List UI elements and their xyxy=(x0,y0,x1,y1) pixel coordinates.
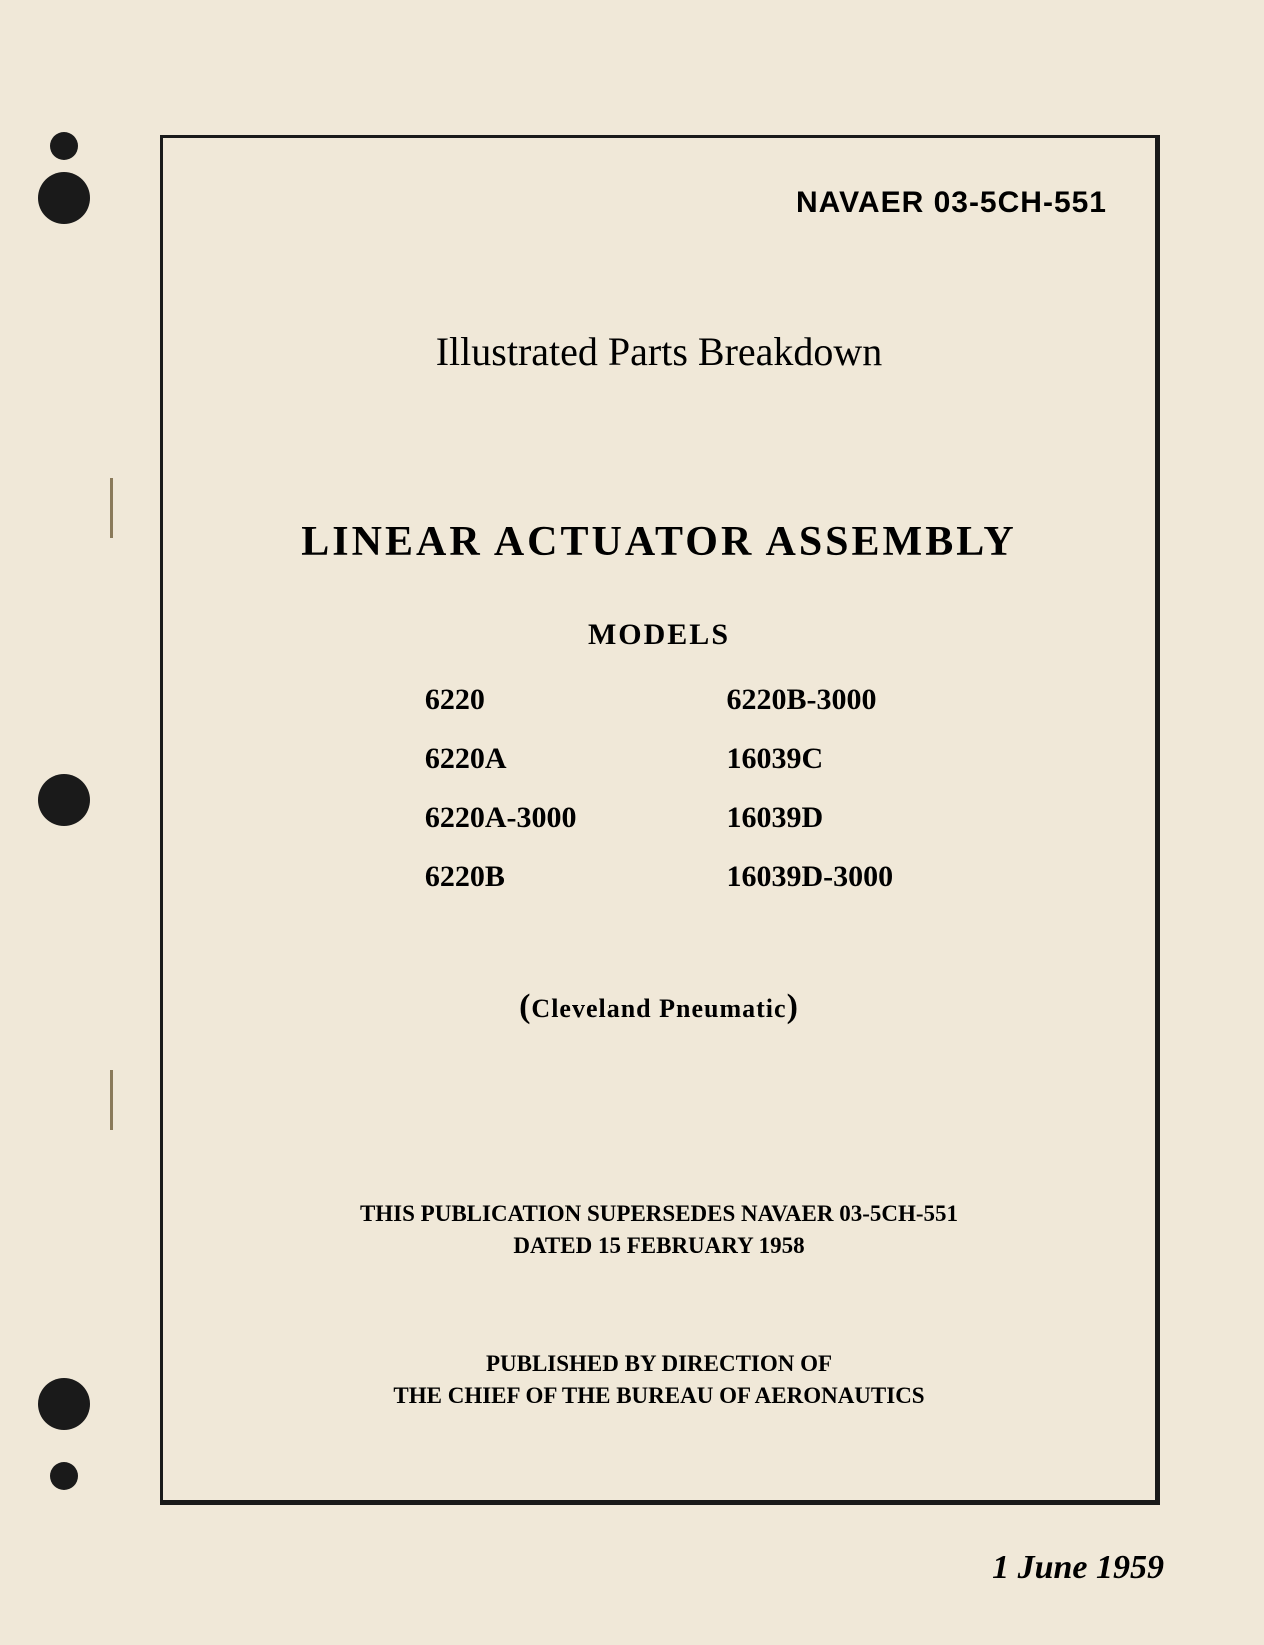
supersedes-line: DATED 15 FEBRUARY 1958 xyxy=(163,1230,1155,1262)
supersedes-line: THIS PUBLICATION SUPERSEDES NAVAER 03-5C… xyxy=(163,1198,1155,1230)
binder-hole-icon xyxy=(38,1378,90,1430)
document-number: NAVAER 03-5CH-551 xyxy=(796,186,1107,220)
binder-hole-icon xyxy=(50,1462,78,1490)
model-item: 16039D xyxy=(727,801,894,835)
models-column-left: 6220 6220A 6220A-3000 6220B xyxy=(425,683,577,894)
model-item: 6220A xyxy=(425,742,577,776)
binder-hole-icon xyxy=(38,774,90,826)
published-by: PUBLISHED BY DIRECTION OF THE CHIEF OF T… xyxy=(163,1348,1155,1412)
paren-open: ( xyxy=(519,988,531,1025)
models-label: MODELS xyxy=(163,618,1155,652)
model-item: 6220B-3000 xyxy=(727,683,894,717)
paren-close: ) xyxy=(787,988,799,1025)
model-item: 6220 xyxy=(425,683,577,717)
tear-mark-icon xyxy=(110,1070,113,1130)
binder-hole-icon xyxy=(38,172,90,224)
document-page: NAVAER 03-5CH-551 Illustrated Parts Brea… xyxy=(0,0,1264,1645)
model-item: 6220A-3000 xyxy=(425,801,577,835)
manufacturer: (Cleveland Pneumatic) xyxy=(163,988,1155,1026)
model-item: 16039D-3000 xyxy=(727,860,894,894)
content-frame: NAVAER 03-5CH-551 Illustrated Parts Brea… xyxy=(160,135,1160,1505)
publication-date: 1 June 1959 xyxy=(992,1549,1164,1587)
binder-hole-icon xyxy=(50,132,78,160)
published-line: THE CHIEF OF THE BUREAU OF AERONAUTICS xyxy=(163,1380,1155,1412)
supersedes-notice: THIS PUBLICATION SUPERSEDES NAVAER 03-5C… xyxy=(163,1198,1155,1262)
models-column-right: 6220B-3000 16039C 16039D 16039D-3000 xyxy=(727,683,894,894)
document-subtitle: Illustrated Parts Breakdown xyxy=(163,328,1155,375)
model-item: 6220B xyxy=(425,860,577,894)
models-grid: 6220 6220A 6220A-3000 6220B 6220B-3000 1… xyxy=(163,683,1155,894)
tear-mark-icon xyxy=(110,478,113,538)
model-item: 16039C xyxy=(727,742,894,776)
manufacturer-name: Cleveland Pneumatic xyxy=(531,994,786,1023)
published-line: PUBLISHED BY DIRECTION OF xyxy=(163,1348,1155,1380)
document-main-title: LINEAR ACTUATOR ASSEMBLY xyxy=(163,518,1155,566)
